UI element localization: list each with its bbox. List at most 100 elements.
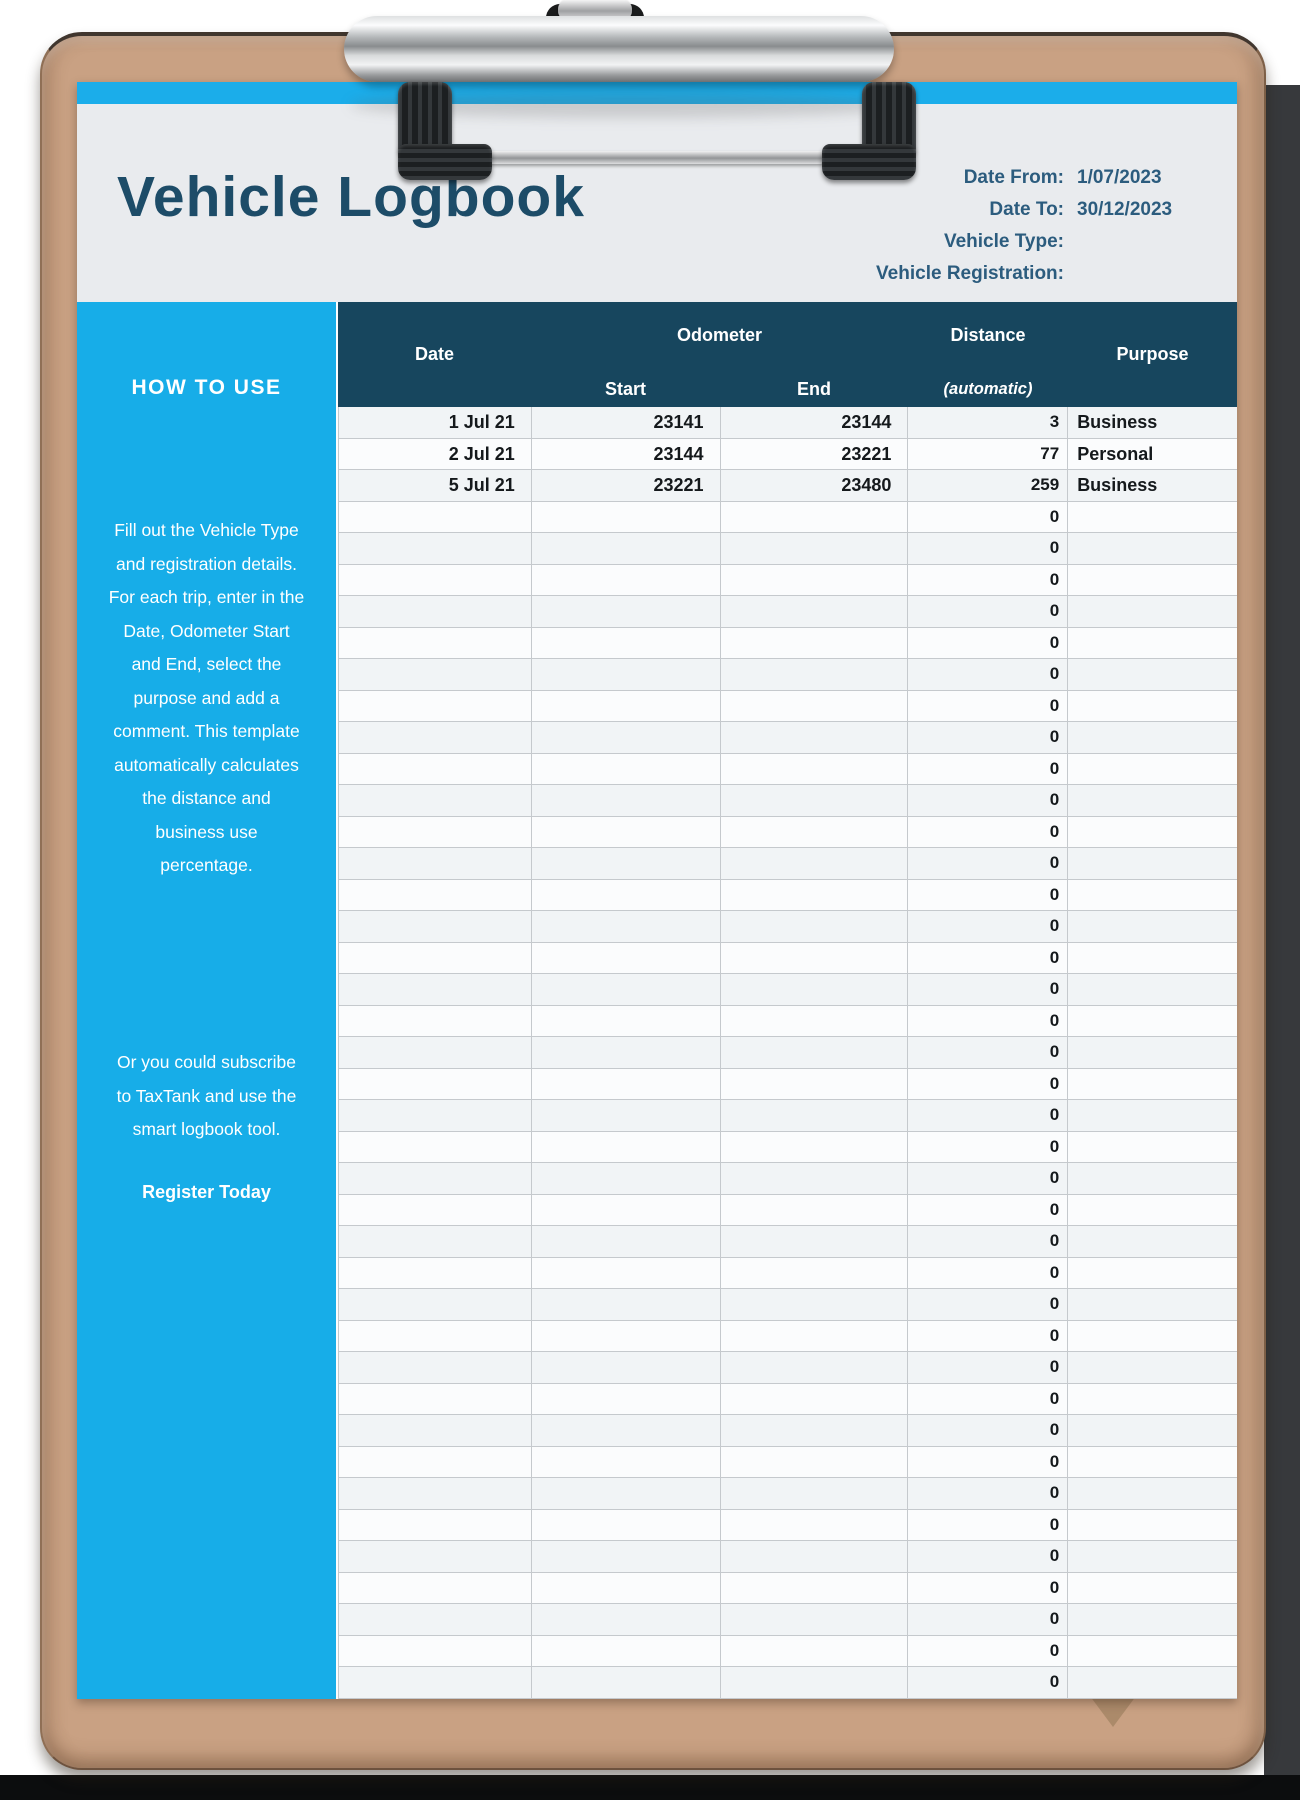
cell-odometer-end[interactable] bbox=[721, 753, 909, 784]
cell-distance[interactable]: 259 bbox=[908, 470, 1069, 501]
cell-date[interactable] bbox=[339, 1037, 532, 1068]
cell-distance[interactable]: 0 bbox=[908, 816, 1069, 847]
cell-purpose[interactable] bbox=[1068, 1006, 1237, 1037]
cell-distance[interactable]: 0 bbox=[908, 564, 1069, 595]
cell-odometer-end[interactable] bbox=[721, 1478, 909, 1509]
cell-date[interactable] bbox=[339, 596, 532, 627]
cell-odometer-end[interactable] bbox=[721, 1068, 909, 1099]
cell-odometer-start[interactable] bbox=[532, 1320, 721, 1351]
cell-odometer-end[interactable] bbox=[721, 816, 909, 847]
cell-date[interactable] bbox=[339, 974, 532, 1005]
cell-odometer-end[interactable] bbox=[721, 1383, 909, 1414]
cell-odometer-start[interactable] bbox=[532, 753, 721, 784]
cell-odometer-end[interactable] bbox=[721, 1635, 909, 1666]
cell-odometer-start[interactable] bbox=[532, 816, 721, 847]
cell-purpose[interactable] bbox=[1068, 1573, 1237, 1604]
cell-odometer-start[interactable] bbox=[532, 785, 721, 816]
cell-purpose[interactable] bbox=[1068, 1132, 1237, 1163]
cell-purpose[interactable] bbox=[1068, 848, 1237, 879]
cell-distance[interactable]: 0 bbox=[908, 974, 1069, 1005]
cell-odometer-start[interactable] bbox=[532, 1068, 721, 1099]
cell-distance[interactable]: 0 bbox=[908, 848, 1069, 879]
cell-odometer-end[interactable] bbox=[721, 1131, 909, 1162]
cell-odometer-end[interactable] bbox=[721, 1257, 909, 1288]
cell-date[interactable] bbox=[339, 911, 532, 942]
cell-odometer-end[interactable] bbox=[721, 1100, 909, 1131]
cell-odometer-end[interactable] bbox=[721, 1320, 909, 1351]
cell-odometer-end[interactable]: 23221 bbox=[721, 438, 909, 469]
cell-odometer-end[interactable] bbox=[721, 1446, 909, 1477]
cell-date[interactable] bbox=[339, 1005, 532, 1036]
cell-date[interactable] bbox=[339, 659, 532, 690]
cell-distance[interactable]: 0 bbox=[908, 1100, 1069, 1131]
cell-distance[interactable]: 0 bbox=[908, 1257, 1069, 1288]
cell-odometer-end[interactable] bbox=[721, 722, 909, 753]
cell-odometer-end[interactable]: 23480 bbox=[721, 470, 909, 501]
cell-odometer-end[interactable] bbox=[721, 1289, 909, 1320]
cell-odometer-start[interactable] bbox=[532, 1667, 721, 1698]
cell-purpose[interactable]: Personal bbox=[1077, 443, 1154, 464]
cell-date[interactable] bbox=[339, 1383, 532, 1414]
cell-distance[interactable]: 0 bbox=[908, 1226, 1069, 1257]
cell-date[interactable] bbox=[339, 1352, 532, 1383]
cell-distance[interactable]: 0 bbox=[908, 1352, 1069, 1383]
cell-odometer-start[interactable] bbox=[532, 1226, 721, 1257]
cell-date[interactable] bbox=[339, 1604, 532, 1635]
cell-purpose[interactable] bbox=[1068, 1636, 1237, 1667]
cell-odometer-start[interactable] bbox=[532, 1037, 721, 1068]
cell-odometer-start[interactable] bbox=[532, 1635, 721, 1666]
date-to-value[interactable]: 30/12/2023 bbox=[1077, 199, 1173, 220]
cell-odometer-start[interactable] bbox=[532, 1383, 721, 1414]
cell-purpose[interactable] bbox=[1068, 943, 1237, 974]
cell-distance[interactable]: 0 bbox=[908, 1541, 1069, 1572]
cell-distance[interactable]: 0 bbox=[908, 1415, 1069, 1446]
cell-date[interactable] bbox=[339, 1541, 532, 1572]
date-from-value[interactable]: 1/07/2023 bbox=[1077, 167, 1162, 188]
cell-odometer-start[interactable] bbox=[532, 564, 721, 595]
cell-distance[interactable]: 0 bbox=[908, 1131, 1069, 1162]
cell-date[interactable] bbox=[339, 1320, 532, 1351]
cell-odometer-end[interactable] bbox=[721, 848, 909, 879]
cell-odometer-start[interactable] bbox=[532, 1572, 721, 1603]
cell-date[interactable] bbox=[339, 785, 532, 816]
cell-purpose[interactable] bbox=[1068, 1415, 1237, 1446]
cell-odometer-end[interactable] bbox=[721, 1572, 909, 1603]
cell-date[interactable] bbox=[339, 816, 532, 847]
cell-purpose[interactable] bbox=[1068, 1289, 1237, 1320]
cell-distance[interactable]: 0 bbox=[908, 722, 1069, 753]
cell-distance[interactable]: 0 bbox=[908, 1383, 1069, 1414]
cell-purpose[interactable]: Business bbox=[1077, 412, 1158, 432]
cell-date[interactable] bbox=[339, 1194, 532, 1225]
cell-date[interactable]: 1 Jul 21 bbox=[339, 407, 532, 438]
cell-odometer-start[interactable] bbox=[532, 1194, 721, 1225]
cell-odometer-start[interactable] bbox=[532, 1100, 721, 1131]
cell-date[interactable] bbox=[339, 1572, 532, 1603]
cell-purpose[interactable] bbox=[1068, 596, 1237, 627]
cell-distance[interactable]: 0 bbox=[908, 596, 1069, 627]
cell-odometer-end[interactable] bbox=[721, 1194, 909, 1225]
cell-date[interactable] bbox=[339, 690, 532, 721]
cell-distance[interactable]: 0 bbox=[908, 1446, 1069, 1477]
cell-distance[interactable]: 0 bbox=[908, 1667, 1069, 1698]
cell-purpose[interactable] bbox=[1068, 817, 1237, 848]
cell-date[interactable] bbox=[339, 627, 532, 658]
cell-date[interactable] bbox=[339, 1446, 532, 1477]
cell-distance[interactable]: 0 bbox=[908, 1194, 1069, 1225]
cell-odometer-start[interactable] bbox=[532, 1289, 721, 1320]
cell-date[interactable] bbox=[339, 1257, 532, 1288]
cell-odometer-start[interactable] bbox=[532, 1541, 721, 1572]
cell-purpose[interactable] bbox=[1068, 533, 1237, 564]
cell-date[interactable] bbox=[339, 1226, 532, 1257]
cell-purpose[interactable] bbox=[1068, 1258, 1237, 1289]
cell-purpose[interactable] bbox=[1068, 1037, 1237, 1068]
cell-purpose[interactable] bbox=[1068, 1352, 1237, 1383]
cell-distance[interactable]: 0 bbox=[908, 501, 1069, 532]
cell-purpose[interactable] bbox=[1068, 1226, 1237, 1257]
cell-odometer-end[interactable] bbox=[721, 879, 909, 910]
cell-odometer-start[interactable] bbox=[532, 942, 721, 973]
cell-purpose[interactable] bbox=[1068, 722, 1237, 753]
cell-distance[interactable]: 0 bbox=[908, 942, 1069, 973]
cell-odometer-start[interactable] bbox=[532, 1005, 721, 1036]
cell-purpose[interactable] bbox=[1068, 754, 1237, 785]
cell-date[interactable] bbox=[339, 1068, 532, 1099]
